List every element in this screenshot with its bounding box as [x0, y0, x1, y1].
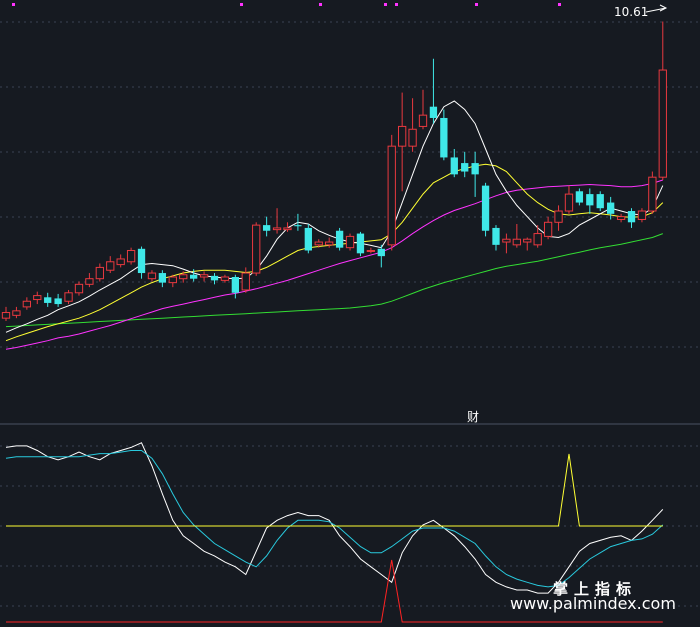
- peak-price-label: 10.61: [614, 5, 649, 19]
- watermark-chinese: 掌上指标: [553, 580, 638, 598]
- osc-d-line: [5, 450, 664, 588]
- top-marker-0: [12, 3, 15, 6]
- candle-body-50: [523, 238, 532, 243]
- ma60-line: [5, 233, 663, 328]
- candle-body-36: [377, 248, 385, 257]
- candle-body-3: [33, 295, 42, 301]
- candle-body-13: [137, 248, 146, 274]
- top-marker-6: [558, 3, 561, 6]
- candle-body-45: [471, 163, 479, 175]
- candle-body-28: [294, 225, 302, 227]
- candle-body-18: [190, 274, 198, 279]
- candle-body-2: [22, 300, 31, 308]
- candle-body-60: [627, 211, 636, 223]
- candle-body-43: [450, 157, 458, 175]
- peak-label-arrowhead: [659, 4, 668, 12]
- indicator-label: 财: [467, 410, 480, 424]
- candle-body-35: [366, 249, 376, 252]
- candle-body-9: [95, 266, 104, 280]
- top-marker-5: [475, 3, 478, 6]
- top-marker-4: [395, 3, 398, 6]
- candle-body-42: [440, 117, 448, 158]
- candle-body-49: [512, 238, 521, 246]
- candle-body-11: [116, 258, 125, 266]
- candle-body-31: [325, 241, 334, 246]
- candle-body-7: [74, 283, 84, 294]
- candle-body-57: [596, 194, 604, 209]
- candle-body-5: [54, 298, 62, 305]
- candle-body-17: [179, 274, 188, 280]
- candle-body-10: [106, 261, 115, 271]
- candle-body-47: [492, 227, 500, 245]
- candle-body-44: [461, 163, 469, 172]
- candle-body-62: [648, 176, 657, 212]
- candle-body-27: [283, 227, 292, 231]
- candle-body-23: [241, 272, 250, 291]
- candle-body-25: [262, 225, 271, 231]
- candle-body-63: [658, 69, 667, 178]
- candle-body-26: [272, 227, 282, 231]
- candle-body-59: [616, 216, 626, 220]
- top-marker-3: [384, 3, 387, 6]
- candle-body-58: [607, 202, 615, 214]
- candle-body-56: [586, 194, 594, 206]
- candle-body-54: [564, 193, 574, 212]
- top-marker-2: [319, 3, 322, 6]
- candle-body-30: [314, 241, 323, 246]
- candle-body-24: [252, 224, 261, 274]
- candle-body-53: [554, 210, 563, 223]
- candle-body-14: [147, 272, 157, 280]
- candle-body-51: [533, 233, 542, 246]
- peak-label-arrow: [645, 7, 667, 13]
- candle-body-61: [637, 210, 647, 220]
- candle-body-19: [199, 274, 209, 278]
- candle-body-12: [126, 249, 136, 263]
- candle-body-22: [231, 276, 240, 293]
- candle-body-15: [158, 273, 167, 283]
- candle-body-16: [168, 276, 177, 284]
- ma20-line: [5, 179, 663, 350]
- top-marker-1: [240, 3, 243, 6]
- candle-body-41: [429, 106, 438, 118]
- candle-body-37: [387, 145, 396, 246]
- candle-body-32: [335, 230, 344, 248]
- candle-body-52: [543, 221, 553, 237]
- ma5-line: [5, 100, 664, 333]
- watermark-url: www.palmindex.com: [510, 594, 676, 613]
- ma10-line: [5, 163, 664, 342]
- candle-body-55: [575, 191, 584, 203]
- candle-body-0: [1, 312, 11, 319]
- candle-body-48: [502, 238, 511, 243]
- candle-body-4: [44, 297, 52, 303]
- candle-body-29: [304, 227, 312, 251]
- candle-body-34: [356, 233, 365, 254]
- candle-body-1: [12, 310, 21, 316]
- candle-body-46: [481, 185, 490, 231]
- osc-yellow-signal: [6, 453, 663, 527]
- candle-body-38: [398, 125, 407, 147]
- osc-red-signal: [6, 559, 663, 623]
- candle-body-6: [64, 292, 73, 302]
- candle-body-33: [345, 235, 355, 249]
- candle-body-20: [210, 275, 219, 281]
- osc-k-line: [5, 442, 664, 594]
- candle-body-21: [220, 276, 230, 281]
- candle-body-39: [408, 128, 417, 147]
- candle-body-40: [418, 114, 428, 127]
- candle-body-8: [85, 278, 94, 285]
